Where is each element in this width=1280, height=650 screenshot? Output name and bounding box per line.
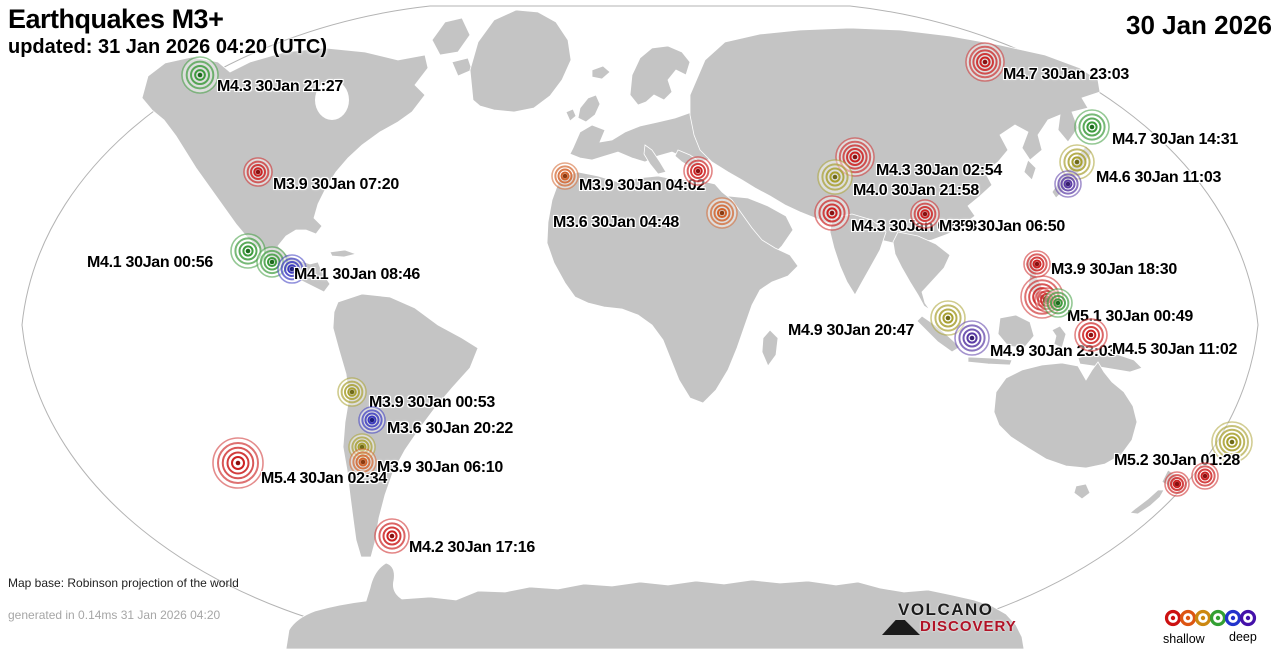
landmass-sulawesi bbox=[1051, 325, 1067, 349]
legend-depth-circle bbox=[1239, 609, 1257, 627]
landmass-cuba bbox=[329, 249, 358, 258]
quake-label[interactable]: M3.9 30Jan 18:30 bbox=[1051, 261, 1177, 278]
quake-label[interactable]: M4.7 30Jan 23:03 bbox=[1003, 66, 1129, 83]
quake-label[interactable]: M3.9 30Jan 00:53 bbox=[369, 394, 495, 411]
volcanodiscovery-logo[interactable]: VOLCANO DISCOVERY bbox=[882, 598, 1042, 642]
quake-marker[interactable] bbox=[704, 195, 740, 231]
quake-marker[interactable] bbox=[1209, 419, 1255, 465]
landmass-india bbox=[829, 213, 887, 296]
landmass-sumatra bbox=[916, 315, 961, 353]
quake-marker[interactable] bbox=[928, 298, 968, 338]
landmass-madagascar bbox=[761, 329, 779, 367]
volcano-triangle-icon bbox=[882, 620, 920, 635]
quake-marker[interactable] bbox=[275, 252, 309, 286]
landmass-asia bbox=[689, 27, 1101, 245]
quake-label[interactable]: M4.2 30Jan 17:16 bbox=[409, 539, 535, 556]
quake-label[interactable]: M5.4 30Jan 02:34 bbox=[261, 470, 387, 487]
landmass-antarctica bbox=[285, 562, 1025, 650]
quake-marker[interactable] bbox=[833, 135, 877, 179]
depth-legend: shallow deep bbox=[1163, 608, 1273, 648]
logo-text-discovery: DISCOVERY bbox=[920, 618, 1017, 635]
quake-label[interactable]: M3.9 30Jan 07:20 bbox=[273, 176, 399, 193]
map-date: 30 Jan 2026 bbox=[1125, 10, 1272, 40]
quake-marker[interactable] bbox=[241, 155, 275, 189]
landmass-new-guinea bbox=[1077, 351, 1143, 373]
quake-marker[interactable] bbox=[210, 435, 266, 491]
landmass-ireland bbox=[565, 108, 577, 122]
quake-label[interactable]: M4.3 30Jan 21:27 bbox=[217, 78, 343, 95]
quake-marker[interactable] bbox=[372, 516, 412, 556]
legend-shallow-label: shallow bbox=[1163, 632, 1205, 646]
page-title: Earthquakes M3+ bbox=[8, 4, 224, 34]
map-base-note: Map base: Robinson projection of the wor… bbox=[8, 576, 239, 590]
quake-marker[interactable] bbox=[549, 160, 581, 192]
quake-label[interactable]: M4.0 30Jan 21:58 bbox=[853, 182, 979, 199]
depth-legend-circles bbox=[1163, 608, 1257, 628]
quake-label[interactable]: M3.9 30Jan 06:50 bbox=[939, 218, 1065, 235]
legend-depth-circle bbox=[1224, 609, 1242, 627]
quake-label[interactable]: M3.9 30Jan 04:02 bbox=[579, 177, 705, 194]
quake-marker[interactable] bbox=[1052, 168, 1084, 200]
landmass-korea bbox=[1023, 159, 1037, 181]
quake-label[interactable]: M4.3 30Jan 02:54 bbox=[876, 162, 1002, 179]
quake-marker[interactable] bbox=[812, 193, 852, 233]
quake-marker[interactable] bbox=[908, 197, 942, 231]
quake-marker[interactable] bbox=[815, 157, 855, 197]
quake-label[interactable]: M3.6 30Jan 04:48 bbox=[553, 214, 679, 231]
landmass-scandinavia bbox=[629, 45, 691, 106]
quake-marker[interactable] bbox=[1021, 248, 1053, 280]
logo-text-volcano: VOLCANO bbox=[898, 600, 994, 619]
quake-marker[interactable] bbox=[681, 154, 715, 188]
quake-marker[interactable] bbox=[1041, 286, 1075, 320]
landmass-nz-south bbox=[1129, 489, 1165, 515]
quake-label[interactable]: M4.1 30Jan 00:56 bbox=[87, 254, 213, 271]
legend-deep-label: deep bbox=[1229, 630, 1257, 644]
quake-marker[interactable] bbox=[963, 40, 1007, 84]
landmass-arctic-islands2 bbox=[451, 57, 473, 77]
landmass-java bbox=[967, 356, 1013, 366]
landmass-greenland bbox=[469, 9, 572, 113]
quake-label[interactable]: M3.9 30Jan 06:10 bbox=[377, 459, 503, 476]
quake-marker[interactable] bbox=[1162, 469, 1192, 499]
landmass-tasmania bbox=[1073, 483, 1091, 500]
quake-marker[interactable] bbox=[346, 431, 378, 463]
landmass-southeast-asia bbox=[892, 231, 951, 311]
quake-label[interactable]: M4.9 30Jan 23:03 bbox=[990, 343, 1116, 360]
landmass-iceland bbox=[591, 65, 611, 80]
quake-marker[interactable] bbox=[1072, 107, 1112, 147]
legend-depth-circle bbox=[1179, 609, 1197, 627]
landmass-italy bbox=[643, 144, 667, 175]
legend-depth-circle bbox=[1209, 609, 1227, 627]
legend-depth-circle bbox=[1194, 609, 1212, 627]
quake-marker[interactable] bbox=[1189, 460, 1221, 492]
quake-label[interactable]: M4.3 30Jan 02:53 bbox=[851, 218, 977, 235]
quake-label[interactable]: M4.7 30Jan 14:31 bbox=[1112, 131, 1238, 148]
landmass-north-america bbox=[141, 47, 429, 293]
landmass-uk bbox=[577, 94, 601, 123]
quake-marker[interactable] bbox=[335, 375, 369, 409]
quake-label[interactable]: M5.2 30Jan 01:28 bbox=[1114, 452, 1240, 469]
quake-label[interactable]: M4.1 30Jan 08:46 bbox=[294, 266, 420, 283]
quake-label[interactable]: M4.9 30Jan 20:47 bbox=[788, 322, 914, 339]
quake-marker[interactable] bbox=[952, 318, 992, 358]
landmass-arctic-islands bbox=[431, 17, 471, 56]
quake-marker[interactable] bbox=[1072, 316, 1110, 354]
legend-depth-circle bbox=[1164, 609, 1182, 627]
landmass-borneo bbox=[997, 314, 1035, 349]
landmass-australia bbox=[993, 361, 1138, 469]
quake-marker[interactable] bbox=[179, 54, 221, 96]
updated-timestamp: updated: 31 Jan 2026 04:20 (UTC) bbox=[8, 36, 327, 58]
quake-label[interactable]: M4.6 30Jan 11:03 bbox=[1096, 169, 1222, 186]
quake-label[interactable]: M4.5 30Jan 11:02 bbox=[1112, 341, 1238, 358]
quake-marker[interactable] bbox=[356, 404, 388, 436]
quake-marker[interactable] bbox=[347, 446, 379, 478]
generated-note: generated in 0.14ms 31 Jan 2026 04:20 bbox=[8, 608, 221, 622]
hudson-bay bbox=[315, 80, 349, 120]
quake-label[interactable]: M3.6 30Jan 20:22 bbox=[387, 420, 513, 437]
